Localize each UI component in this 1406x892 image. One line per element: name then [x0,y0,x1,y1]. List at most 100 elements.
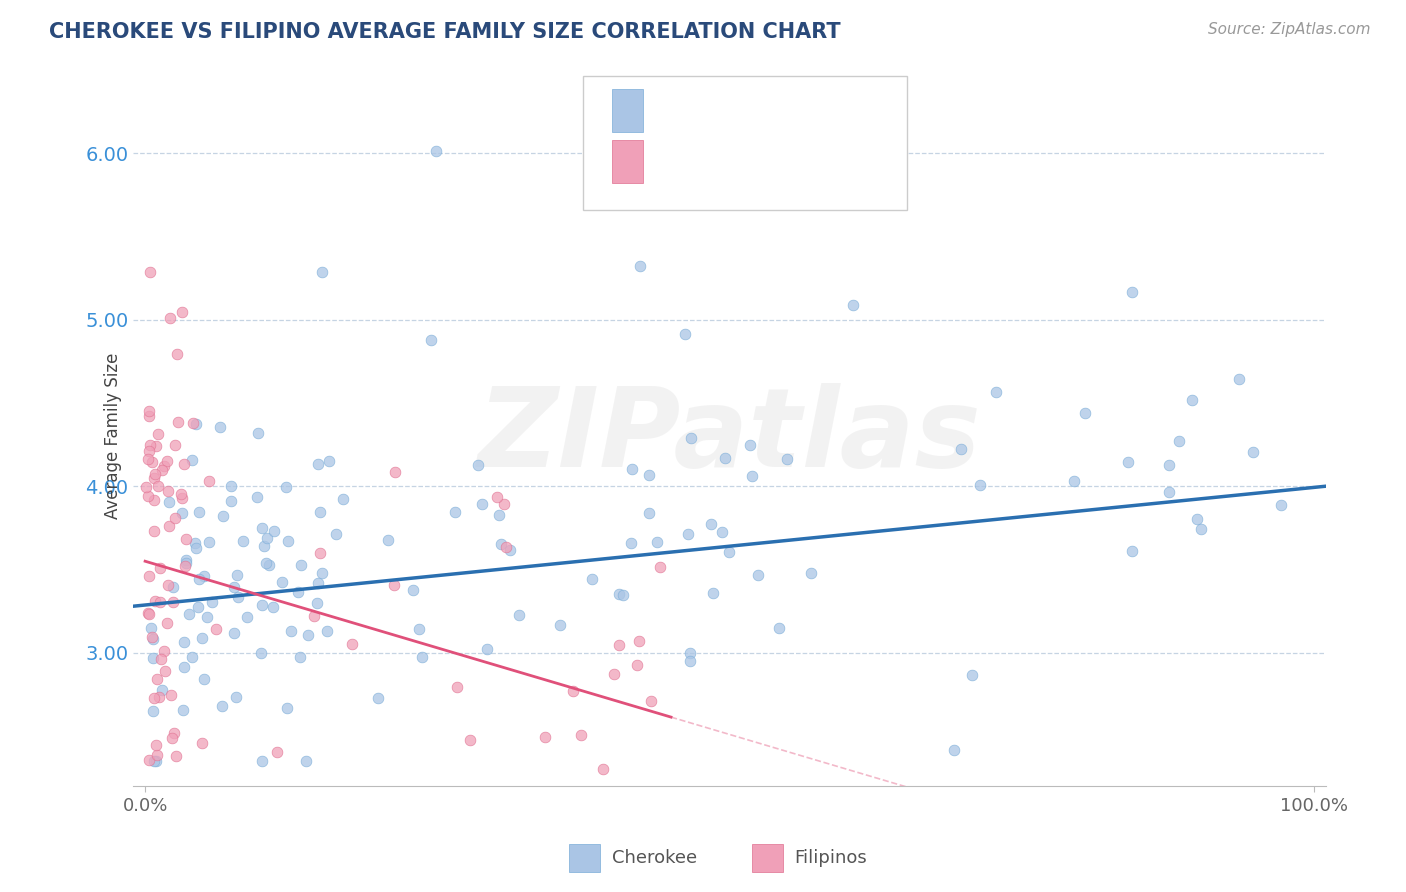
Point [382,578,405,592]
Point [226,567,249,582]
Point [768,621,790,635]
Point [256,532,278,546]
Point [488,508,510,522]
Point [325,527,347,541]
Point [236,609,259,624]
Point [224,625,246,640]
Point [138,569,160,583]
Text: R =: R = [659,95,706,115]
Point [143,754,166,768]
Point [592,763,614,777]
Point [153,664,176,678]
Point [508,607,530,622]
Point [138,753,160,767]
Point [153,644,176,658]
Point [138,607,160,621]
Point [290,558,312,572]
Point [446,680,468,694]
Point [960,668,983,682]
Point [145,738,167,752]
Point [149,652,172,666]
Point [738,438,761,452]
Point [252,520,274,534]
Point [747,568,769,582]
Point [710,524,733,539]
Point [141,630,163,644]
Point [776,451,799,466]
Point [498,543,520,558]
Point [198,534,221,549]
Text: Source: ZipAtlas.com: Source: ZipAtlas.com [1208,22,1371,37]
Point [486,490,509,504]
Point [167,416,190,430]
Point [700,516,723,531]
Point [308,546,330,560]
Point [548,618,571,632]
Point [713,450,735,465]
Point [250,754,273,768]
Point [1116,455,1139,469]
Text: 0.430: 0.430 [699,95,769,115]
Point [612,588,634,602]
Point [184,541,207,555]
Point [471,497,494,511]
Point [176,556,198,570]
Point [311,265,333,279]
Point [569,728,592,742]
Point [425,144,447,158]
Point [287,584,309,599]
Point [842,297,865,311]
Text: -0.309: -0.309 [699,146,769,166]
Point [702,586,724,600]
Point [224,580,246,594]
Point [148,561,170,575]
Point [1074,407,1097,421]
Point [156,454,179,468]
Point [211,509,233,524]
Point [307,457,329,471]
Point [262,599,284,614]
Point [145,748,167,763]
Point [146,673,169,687]
Y-axis label: Average Family Size: Average Family Size [104,353,122,519]
Point [533,730,555,744]
Text: ZIPatlas: ZIPatlas [478,383,981,490]
Point [142,470,165,484]
Point [145,439,167,453]
Point [969,477,991,491]
Point [145,754,167,768]
Point [162,731,184,745]
Point [311,566,333,581]
Point [149,595,172,609]
Point [136,607,159,621]
Point [150,462,173,476]
Point [162,594,184,608]
Point [170,487,193,501]
Point [246,425,269,440]
Point [156,484,179,499]
Point [201,595,224,609]
Point [157,495,180,509]
Point [1063,475,1085,489]
Point [295,754,318,768]
Point [1185,512,1208,526]
Point [673,326,696,341]
Point [153,459,176,474]
Point [139,621,162,635]
Point [173,457,195,471]
Point [205,623,228,637]
Point [163,726,186,740]
Point [170,305,193,319]
Point [254,556,277,570]
Point [340,637,363,651]
Point [139,438,162,452]
Point [288,649,311,664]
Point [1121,543,1143,558]
Point [170,491,193,505]
Point [142,650,165,665]
Point [638,468,661,483]
Point [607,587,630,601]
Point [225,690,247,705]
Point [280,624,302,638]
Point [332,492,354,507]
